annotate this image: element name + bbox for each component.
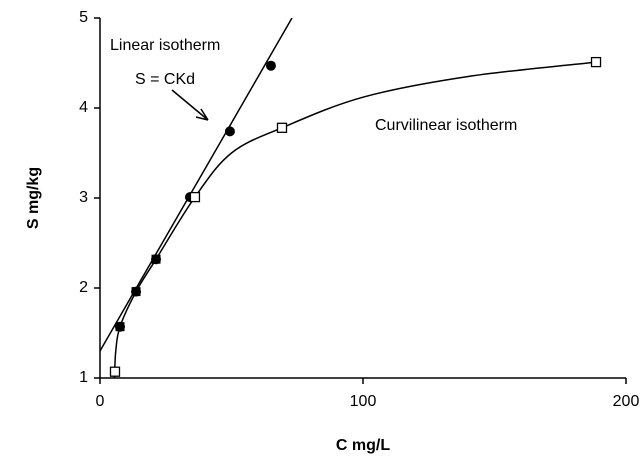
y-tick-label: 4 [79,99,88,116]
y-tick-label: 1 [79,369,88,386]
y-tick-label: 3 [79,189,88,206]
point-square [131,287,141,297]
annotation: Curvilinear isotherm [375,117,517,134]
point-open-square [189,191,201,203]
y-axis-title: S mg/kg [25,167,42,229]
point-open-square [590,56,602,68]
x-axis-title: C mg/L [336,437,390,454]
linear-isotherm-line [100,18,293,352]
point-open-square [109,366,121,377]
y-tick-label: 5 [79,9,88,26]
point-circle [224,126,235,137]
x-tick-label: 200 [613,393,640,410]
point-square [115,322,125,332]
y-tick-label: 2 [79,279,88,296]
annotation-arrow [171,89,209,121]
x-tick-label: 0 [96,393,105,410]
annotation: S = CKd [135,71,195,88]
point-square [151,254,161,264]
annotation: Linear isotherm [110,37,220,54]
curvilinear-isotherm-line [113,61,597,379]
x-tick-label: 100 [350,393,377,410]
point-open-square [276,122,288,133]
point-circle [265,60,276,71]
